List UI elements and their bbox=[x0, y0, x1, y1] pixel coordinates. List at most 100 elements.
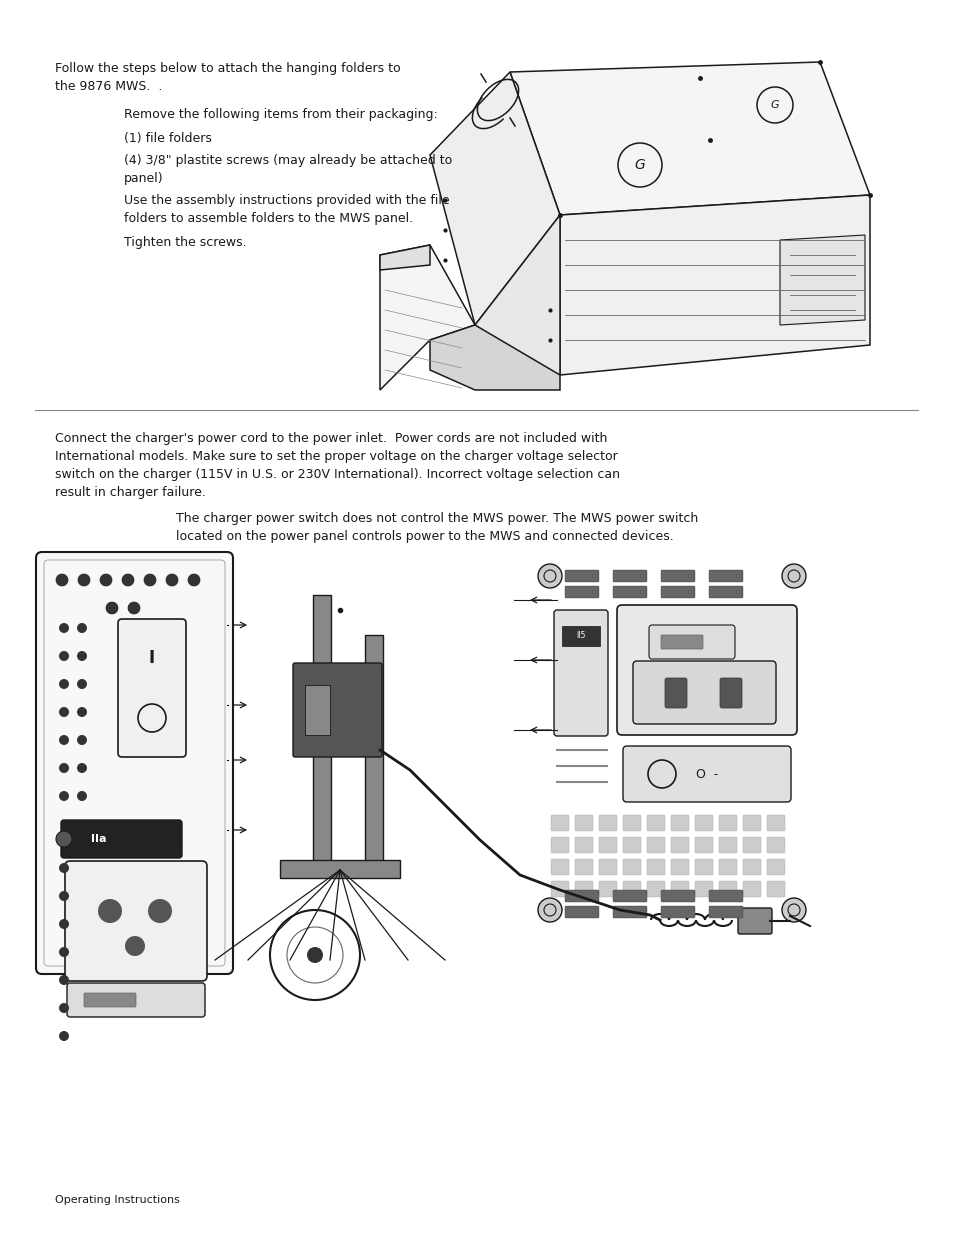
FancyBboxPatch shape bbox=[719, 837, 737, 853]
Text: International models. Make sure to set the proper voltage on the charger voltage: International models. Make sure to set t… bbox=[55, 450, 618, 463]
FancyBboxPatch shape bbox=[742, 881, 760, 897]
FancyBboxPatch shape bbox=[695, 881, 712, 897]
FancyBboxPatch shape bbox=[551, 881, 568, 897]
FancyBboxPatch shape bbox=[664, 678, 686, 708]
Text: IIa: IIa bbox=[91, 834, 107, 844]
FancyBboxPatch shape bbox=[670, 837, 688, 853]
Circle shape bbox=[59, 651, 69, 661]
FancyBboxPatch shape bbox=[708, 906, 742, 918]
Circle shape bbox=[781, 898, 805, 923]
FancyBboxPatch shape bbox=[36, 552, 233, 974]
FancyBboxPatch shape bbox=[575, 860, 593, 876]
Circle shape bbox=[59, 974, 69, 986]
Polygon shape bbox=[379, 245, 475, 390]
Circle shape bbox=[77, 735, 87, 745]
Circle shape bbox=[98, 899, 122, 923]
FancyBboxPatch shape bbox=[660, 635, 702, 650]
Text: Remove the following items from their packaging:: Remove the following items from their pa… bbox=[124, 107, 437, 121]
Polygon shape bbox=[430, 215, 559, 375]
FancyBboxPatch shape bbox=[742, 815, 760, 831]
Text: Tighten the screws.: Tighten the screws. bbox=[124, 236, 247, 249]
Bar bbox=[305, 685, 330, 735]
Bar bbox=[313, 595, 331, 869]
FancyBboxPatch shape bbox=[708, 571, 742, 582]
FancyBboxPatch shape bbox=[575, 881, 593, 897]
Circle shape bbox=[148, 899, 172, 923]
FancyBboxPatch shape bbox=[561, 626, 599, 646]
Circle shape bbox=[100, 574, 112, 585]
FancyBboxPatch shape bbox=[708, 890, 742, 902]
FancyBboxPatch shape bbox=[118, 619, 186, 757]
FancyBboxPatch shape bbox=[622, 746, 790, 802]
Text: switch on the charger (115V in U.S. or 230V International). Incorrect voltage se: switch on the charger (115V in U.S. or 2… bbox=[55, 468, 619, 480]
FancyBboxPatch shape bbox=[695, 860, 712, 876]
Circle shape bbox=[77, 763, 87, 773]
FancyBboxPatch shape bbox=[84, 993, 136, 1007]
FancyBboxPatch shape bbox=[708, 585, 742, 598]
Circle shape bbox=[59, 890, 69, 902]
Circle shape bbox=[537, 898, 561, 923]
FancyBboxPatch shape bbox=[660, 571, 695, 582]
Circle shape bbox=[59, 763, 69, 773]
FancyBboxPatch shape bbox=[646, 881, 664, 897]
FancyBboxPatch shape bbox=[564, 906, 598, 918]
FancyBboxPatch shape bbox=[598, 815, 617, 831]
Circle shape bbox=[77, 790, 87, 802]
Text: G: G bbox=[634, 158, 644, 172]
FancyBboxPatch shape bbox=[633, 661, 775, 724]
FancyBboxPatch shape bbox=[660, 906, 695, 918]
FancyBboxPatch shape bbox=[660, 890, 695, 902]
FancyBboxPatch shape bbox=[742, 837, 760, 853]
FancyBboxPatch shape bbox=[646, 815, 664, 831]
Circle shape bbox=[59, 947, 69, 957]
FancyBboxPatch shape bbox=[613, 906, 646, 918]
Circle shape bbox=[59, 622, 69, 634]
FancyBboxPatch shape bbox=[575, 837, 593, 853]
FancyBboxPatch shape bbox=[719, 860, 737, 876]
FancyBboxPatch shape bbox=[646, 837, 664, 853]
FancyBboxPatch shape bbox=[293, 663, 381, 757]
Text: located on the power panel controls power to the MWS and connected devices.: located on the power panel controls powe… bbox=[176, 530, 674, 543]
Bar bbox=[280, 860, 399, 878]
Polygon shape bbox=[379, 245, 430, 270]
Circle shape bbox=[77, 622, 87, 634]
FancyBboxPatch shape bbox=[598, 837, 617, 853]
Circle shape bbox=[125, 936, 145, 956]
Circle shape bbox=[307, 947, 323, 963]
FancyBboxPatch shape bbox=[670, 881, 688, 897]
Circle shape bbox=[78, 574, 90, 585]
FancyBboxPatch shape bbox=[738, 908, 771, 934]
Text: Connect the charger's power cord to the power inlet.  Power cords are not includ: Connect the charger's power cord to the … bbox=[55, 432, 607, 445]
Text: Operating Instructions: Operating Instructions bbox=[55, 1195, 180, 1205]
FancyBboxPatch shape bbox=[646, 860, 664, 876]
Text: II5: II5 bbox=[576, 631, 585, 641]
FancyBboxPatch shape bbox=[622, 815, 640, 831]
Text: G: G bbox=[770, 100, 779, 110]
Text: Use the assembly instructions provided with the file: Use the assembly instructions provided w… bbox=[124, 194, 449, 207]
FancyBboxPatch shape bbox=[766, 815, 784, 831]
FancyBboxPatch shape bbox=[67, 983, 205, 1016]
Circle shape bbox=[537, 564, 561, 588]
Polygon shape bbox=[510, 62, 869, 215]
Text: The charger power switch does not control the MWS power. The MWS power switch: The charger power switch does not contro… bbox=[176, 513, 698, 525]
Polygon shape bbox=[559, 195, 869, 375]
FancyBboxPatch shape bbox=[670, 815, 688, 831]
FancyBboxPatch shape bbox=[622, 837, 640, 853]
FancyBboxPatch shape bbox=[564, 585, 598, 598]
FancyBboxPatch shape bbox=[551, 860, 568, 876]
FancyBboxPatch shape bbox=[622, 860, 640, 876]
FancyBboxPatch shape bbox=[720, 678, 741, 708]
FancyBboxPatch shape bbox=[617, 605, 796, 735]
FancyBboxPatch shape bbox=[742, 860, 760, 876]
Text: O  -: O - bbox=[695, 767, 718, 781]
Circle shape bbox=[59, 919, 69, 929]
FancyBboxPatch shape bbox=[766, 860, 784, 876]
Circle shape bbox=[188, 574, 200, 585]
FancyBboxPatch shape bbox=[695, 815, 712, 831]
FancyBboxPatch shape bbox=[719, 815, 737, 831]
Circle shape bbox=[77, 651, 87, 661]
Circle shape bbox=[77, 706, 87, 718]
Polygon shape bbox=[430, 72, 559, 325]
Text: (1) file folders: (1) file folders bbox=[124, 132, 212, 144]
FancyBboxPatch shape bbox=[613, 585, 646, 598]
